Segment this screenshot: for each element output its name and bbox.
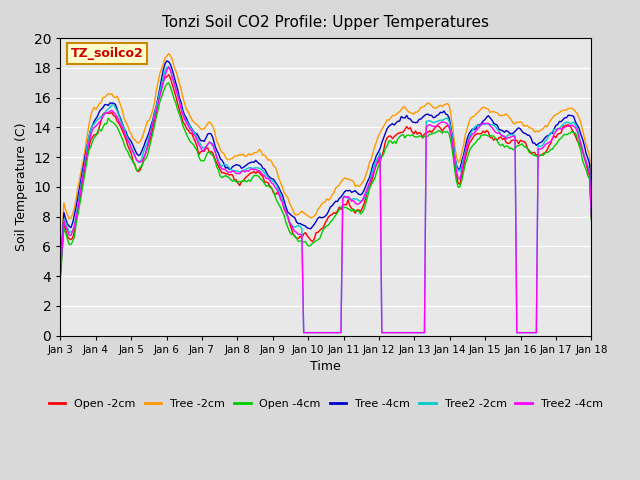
Tree2 -4cm [374, 156, 382, 162]
Open -2cm [374, 159, 382, 165]
Line: Tree -4cm: Tree -4cm [60, 61, 591, 272]
Line: Open -4cm: Open -4cm [60, 83, 591, 279]
Title: Tonzi Soil CO2 Profile: Upper Temperatures: Tonzi Soil CO2 Profile: Upper Temperatur… [163, 15, 490, 30]
Tree -4cm [372, 152, 380, 158]
Line: Tree -2cm: Tree -2cm [60, 54, 591, 265]
Tree -2cm [506, 115, 513, 120]
Tree -4cm [374, 149, 382, 155]
Tree2 -4cm [300, 330, 307, 336]
Tree2 -4cm [56, 274, 64, 279]
Tree2 -2cm [165, 63, 173, 69]
Tree2 -4cm [58, 244, 66, 250]
Open -2cm [540, 151, 547, 156]
Line: Tree2 -2cm: Tree2 -2cm [60, 66, 591, 333]
Tree2 -2cm [56, 272, 64, 278]
Open -2cm [165, 72, 173, 78]
Open -4cm [588, 217, 595, 223]
Open -4cm [540, 153, 547, 158]
Text: TZ_soilco2: TZ_soilco2 [71, 47, 144, 60]
Tree2 -4cm [588, 213, 595, 219]
Tree -4cm [588, 206, 595, 212]
Tree2 -2cm [376, 150, 384, 156]
Tree -2cm [588, 200, 595, 206]
Tree2 -4cm [376, 153, 384, 158]
Open -4cm [506, 146, 513, 152]
Open -2cm [383, 135, 391, 141]
Tree -2cm [56, 262, 64, 268]
Tree2 -2cm [541, 138, 549, 144]
Tree2 -2cm [374, 155, 382, 161]
Tree2 -4cm [508, 134, 515, 140]
Open -2cm [588, 216, 595, 221]
Tree -4cm [56, 269, 64, 275]
Open -4cm [374, 164, 382, 169]
Tree -4cm [163, 58, 171, 64]
Line: Open -2cm: Open -2cm [60, 75, 591, 275]
Open -4cm [165, 80, 173, 86]
Tree -2cm [374, 133, 382, 139]
Tree2 -2cm [300, 330, 307, 336]
Tree -4cm [506, 131, 513, 136]
Tree -4cm [58, 240, 66, 245]
Legend: Open -2cm, Tree -2cm, Open -4cm, Tree -4cm, Tree2 -2cm, Tree2 -4cm: Open -2cm, Tree -2cm, Open -4cm, Tree -4… [44, 395, 607, 414]
Open -2cm [506, 140, 513, 146]
Tree2 -4cm [165, 64, 173, 70]
Tree -4cm [383, 126, 391, 132]
Open -2cm [56, 272, 64, 277]
Open -4cm [56, 276, 64, 282]
Tree -2cm [372, 139, 380, 145]
Open -4cm [383, 144, 391, 149]
Line: Tree2 -4cm: Tree2 -4cm [60, 67, 591, 333]
Open -4cm [372, 169, 380, 175]
Tree -2cm [383, 117, 391, 123]
Y-axis label: Soil Temperature (C): Soil Temperature (C) [15, 122, 28, 251]
Open -2cm [372, 161, 380, 167]
Tree2 -2cm [58, 243, 66, 249]
Tree2 -4cm [541, 142, 549, 147]
Tree2 -2cm [588, 212, 595, 217]
Tree -2cm [165, 51, 173, 57]
Tree -2cm [540, 125, 547, 131]
Tree -4cm [540, 137, 547, 143]
Tree -2cm [58, 229, 66, 235]
Tree2 -4cm [385, 330, 393, 336]
Tree2 -2cm [508, 132, 515, 137]
Tree2 -2cm [385, 330, 393, 336]
Open -4cm [58, 252, 66, 257]
Open -2cm [58, 246, 66, 252]
X-axis label: Time: Time [310, 360, 341, 373]
